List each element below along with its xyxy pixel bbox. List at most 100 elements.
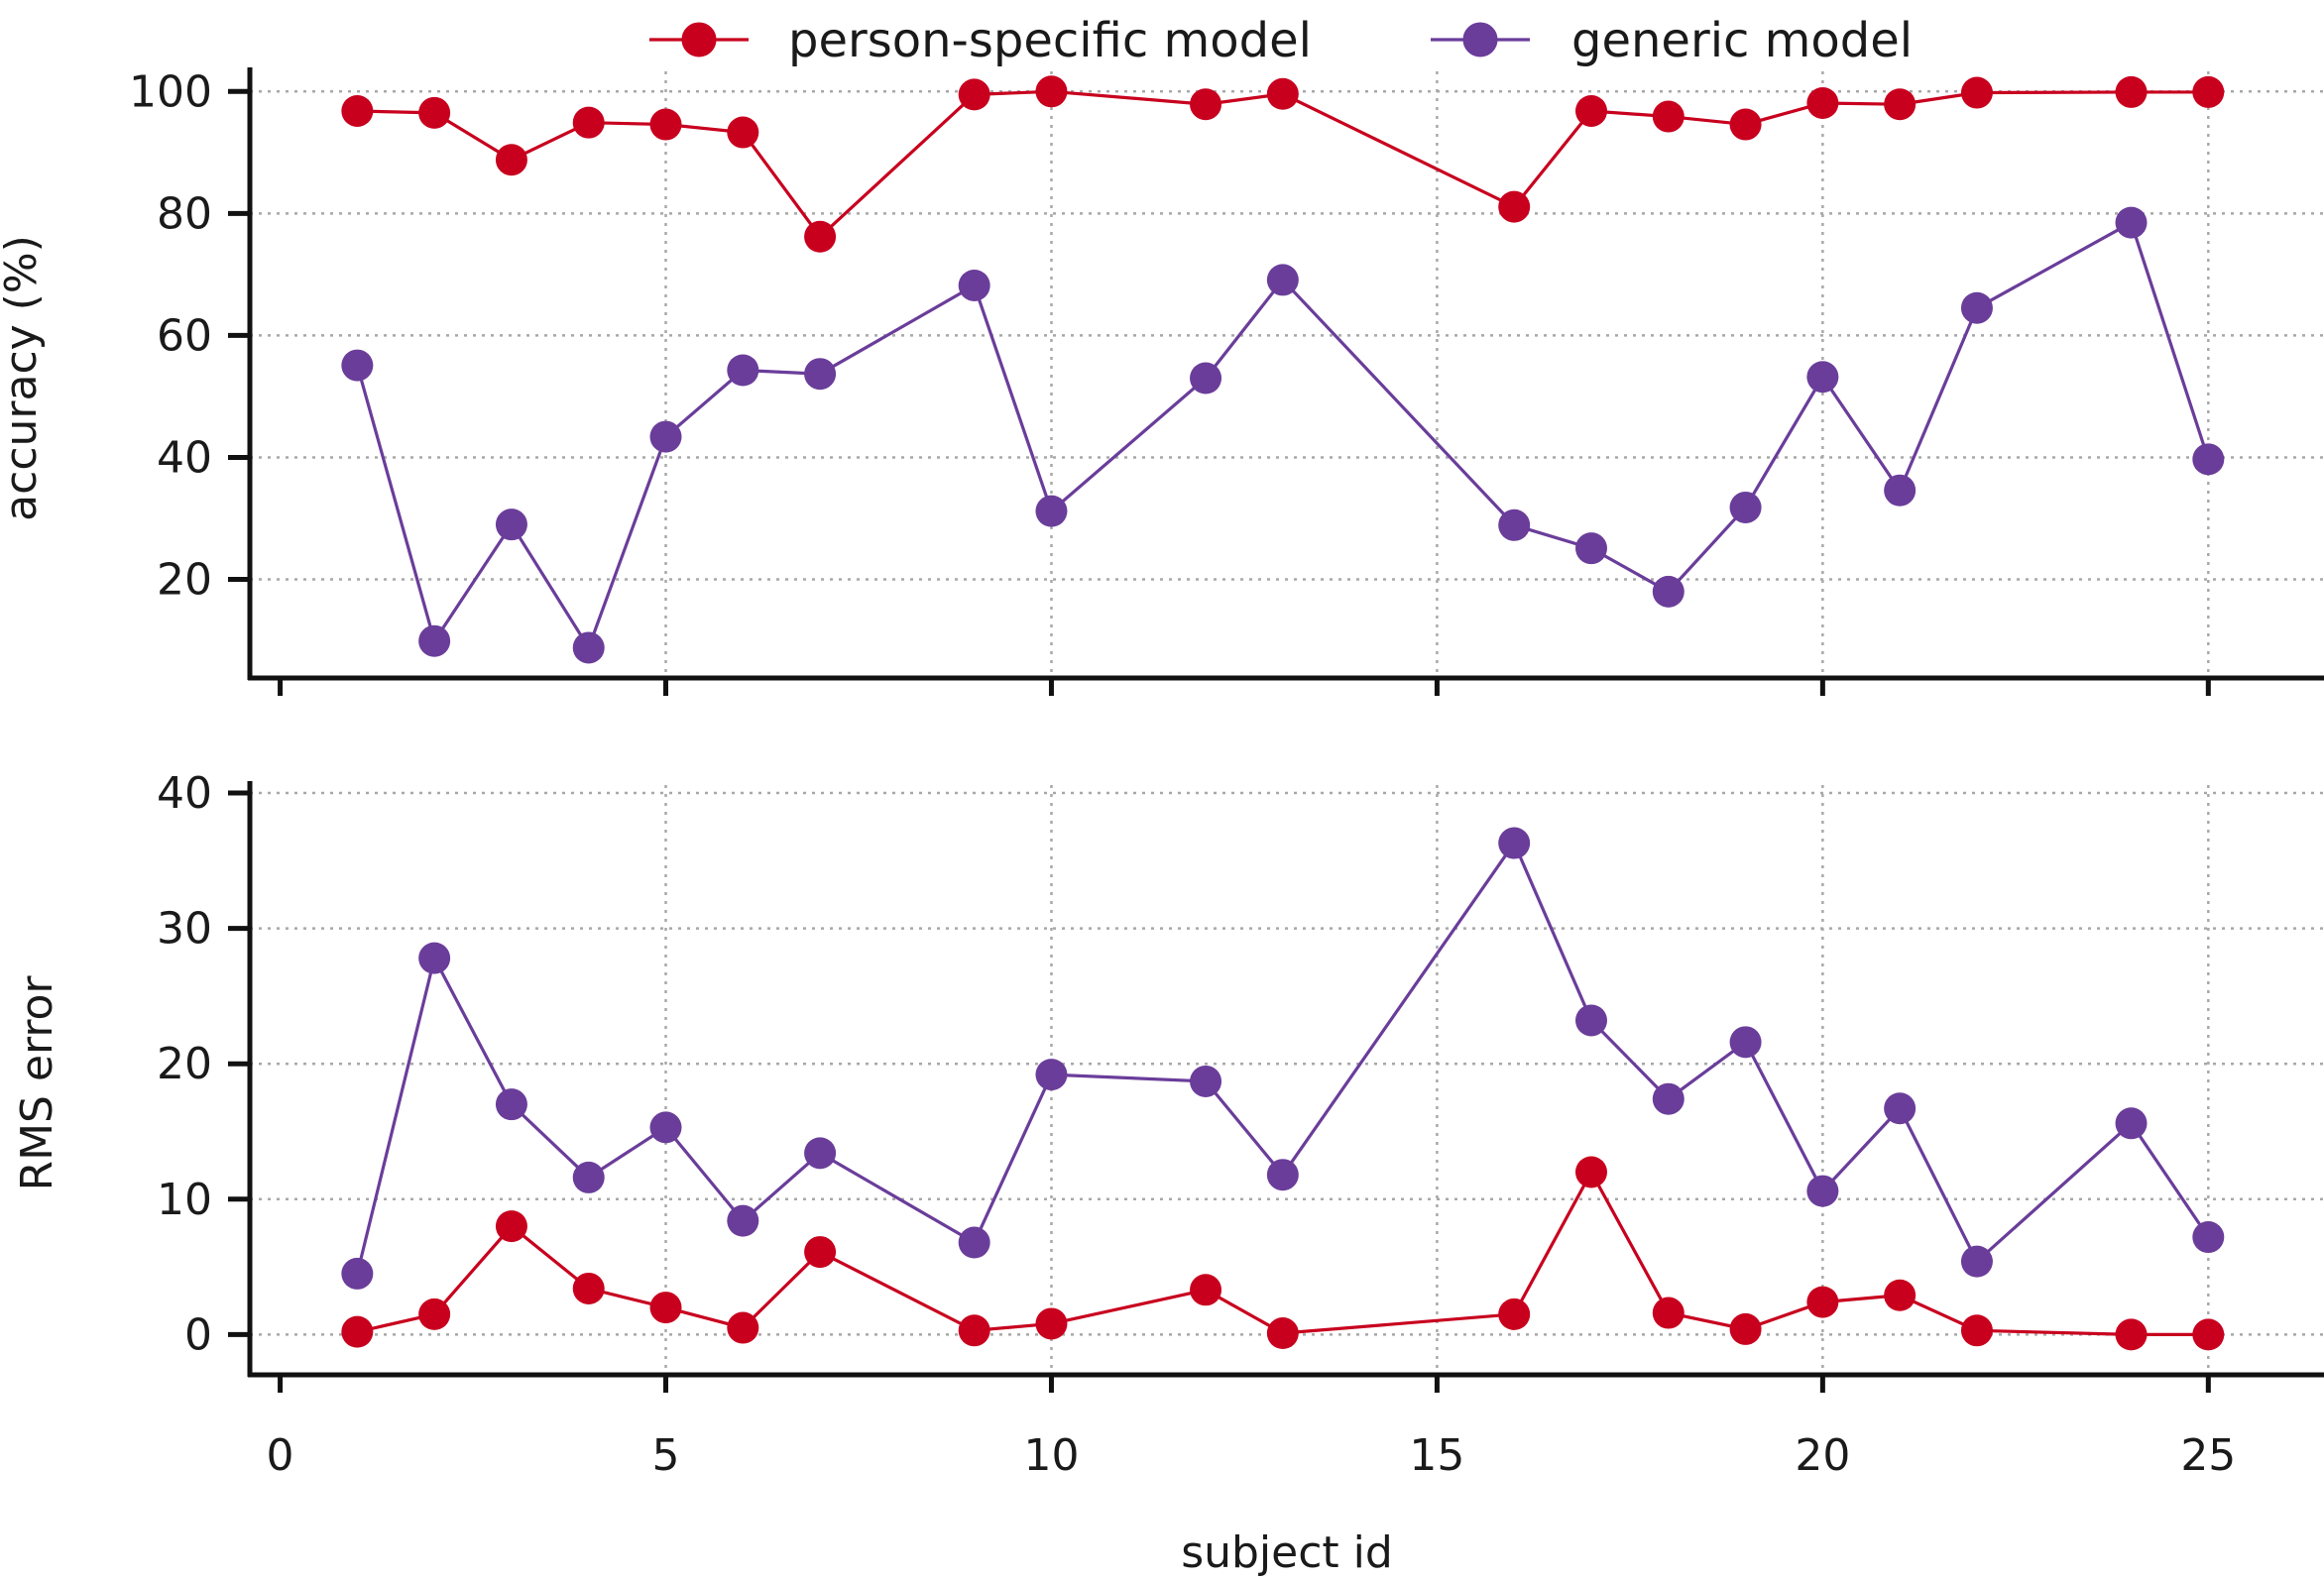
data-point-person-specific [1498, 190, 1531, 223]
y-tick-label: 60 [157, 310, 212, 361]
data-point-person-specific [1498, 1298, 1531, 1330]
data-point-generic [1574, 532, 1607, 565]
data-point-person-specific [804, 1236, 837, 1269]
data-point-generic [341, 1257, 374, 1290]
data-point-person-specific [1806, 86, 1839, 119]
y-tick-label: 40 [157, 768, 212, 819]
data-point-person-specific [1729, 108, 1762, 141]
data-point-person-specific [1574, 1156, 1607, 1188]
legend-label-generic: generic model [1571, 13, 1913, 68]
data-point-generic [572, 1161, 605, 1193]
data-point-generic [649, 420, 682, 453]
data-point-generic [1190, 1065, 1222, 1097]
x-tick-label: 10 [1023, 1430, 1079, 1481]
y-tick-label: 20 [157, 1039, 212, 1089]
y-tick-label: 80 [157, 188, 212, 239]
data-point-generic [341, 349, 374, 382]
data-point-person-specific [341, 1315, 374, 1348]
data-point-person-specific [649, 108, 682, 141]
data-point-generic [1652, 575, 1685, 608]
data-point-generic [804, 358, 837, 391]
data-point-generic [1652, 1082, 1685, 1115]
data-point-person-specific [572, 106, 605, 139]
data-point-person-specific [418, 1298, 451, 1330]
y-axis-title: RMS error [12, 975, 62, 1191]
data-point-person-specific [1035, 75, 1068, 108]
data-point-person-specific [804, 220, 837, 253]
data-point-generic [1806, 361, 1839, 394]
data-point-generic [418, 624, 451, 657]
x-tick-label: 15 [1409, 1430, 1464, 1481]
data-point-person-specific [1884, 1279, 1917, 1311]
data-point-person-specific [1884, 88, 1917, 121]
data-point-generic [1190, 362, 1222, 395]
data-point-generic [958, 269, 990, 301]
data-point-generic [572, 631, 605, 664]
data-point-generic [1035, 495, 1068, 527]
data-point-generic [958, 1226, 990, 1259]
data-point-person-specific [958, 1314, 990, 1347]
data-point-generic [1035, 1059, 1068, 1091]
data-point-person-specific [727, 1311, 759, 1344]
data-point-person-specific [495, 1210, 527, 1243]
y-axis-title: accuracy (%) [0, 235, 47, 521]
series-line-generic [355, 220, 2210, 652]
data-point-person-specific [1190, 1274, 1222, 1306]
x-axis-title: subject id [1181, 1527, 1393, 1576]
data-point-person-specific [418, 96, 451, 129]
data-point-person-specific [1190, 88, 1222, 121]
series-line-generic [355, 840, 2210, 1275]
data-point-generic [1498, 508, 1531, 541]
y-tick-label: 100 [129, 66, 212, 117]
data-point-person-specific [1652, 1297, 1685, 1329]
data-point-generic [1960, 291, 1993, 324]
legend: person-specific model generic model [649, 13, 1913, 68]
data-point-generic [649, 1111, 682, 1144]
y-tick-label: 20 [157, 555, 212, 606]
data-point-person-specific [1806, 1286, 1839, 1318]
data-point-generic [418, 942, 451, 974]
data-point-person-specific [2192, 1318, 2225, 1351]
y-tick-label: 10 [157, 1175, 212, 1225]
data-point-generic [727, 1204, 759, 1237]
data-point-generic [727, 354, 759, 387]
data-point-generic [1498, 827, 1531, 859]
data-point-generic [2115, 206, 2148, 239]
data-point-person-specific [1960, 76, 1993, 109]
rms-error-panel: 0 10 20 30 40 0 5 10 15 20 25 RMS error [12, 768, 2324, 1481]
x-tick-label: 25 [2180, 1430, 2236, 1481]
accuracy-panel: 20 40 60 80 100 accuracy (%) [0, 66, 2324, 696]
data-point-person-specific [495, 144, 527, 176]
x-tick-label: 5 [652, 1430, 680, 1481]
data-point-generic [1960, 1245, 1993, 1278]
y-tick-label: 0 [184, 1309, 212, 1360]
data-point-generic [2192, 1221, 2225, 1254]
y-tick-label: 30 [157, 904, 212, 955]
data-point-generic [1729, 1026, 1762, 1059]
data-point-person-specific [1574, 94, 1607, 127]
data-point-person-specific [572, 1272, 605, 1304]
data-point-generic [1574, 1004, 1607, 1037]
data-point-person-specific [1960, 1314, 1993, 1347]
data-point-person-specific [2115, 75, 2148, 108]
data-point-generic [2115, 1107, 2148, 1140]
data-point-person-specific [2192, 75, 2225, 108]
series-line-person-specific [357, 89, 2209, 240]
series-line-person-specific [356, 1169, 2209, 1336]
data-point-person-specific [2115, 1318, 2148, 1351]
x-tick-label: 0 [267, 1430, 294, 1481]
data-point-generic [1729, 491, 1762, 523]
data-point-person-specific [1266, 77, 1299, 110]
y-tick-label: 40 [157, 432, 212, 483]
data-point-generic [1806, 1175, 1839, 1207]
x-tick-label: 20 [1795, 1430, 1850, 1481]
legend-swatch-person-specific-marker [681, 22, 717, 57]
data-point-person-specific [341, 94, 374, 127]
data-point-person-specific [727, 116, 759, 149]
data-point-person-specific [1035, 1307, 1068, 1340]
data-point-person-specific [958, 78, 990, 111]
data-point-generic [495, 1088, 527, 1121]
data-point-person-specific [1729, 1312, 1762, 1345]
